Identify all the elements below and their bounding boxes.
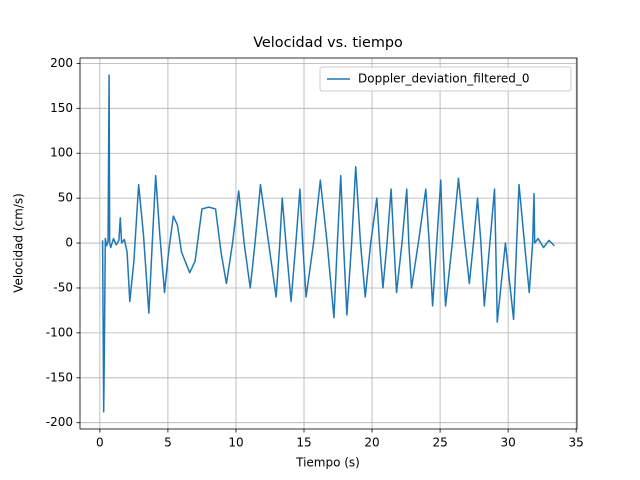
x-tick-label: 10 [228,436,243,450]
y-tick-label: 50 [58,191,73,205]
x-tick-label: 15 [296,436,311,450]
plot-frame [79,57,578,430]
chart-title: Velocidad vs. tiempo [253,35,403,51]
y-tick-label: 100 [50,146,73,160]
x-tick-label: 35 [569,436,584,450]
x-tick-label: 5 [164,436,172,450]
y-tick-label: -50 [53,280,73,294]
y-tick-label: -100 [46,325,73,339]
x-tick-label: 20 [364,436,379,450]
data-line [101,74,555,413]
legend-label: Doppler_deviation_filtered_0 [358,72,530,86]
y-axis-label: Velocidad (cm/s) [12,193,26,293]
y-tick-label: 0 [65,236,73,250]
x-tick-label: 30 [500,436,515,450]
x-axis-label: Tiempo (s) [295,456,360,470]
x-tick-label: 0 [96,436,104,450]
y-tick-label: -200 [46,415,73,429]
x-tick-label: 25 [432,436,447,450]
y-tick-label: -150 [46,370,73,384]
y-tick-label: 150 [50,101,73,115]
legend-box [319,66,572,92]
y-tick-label: 200 [50,56,73,70]
